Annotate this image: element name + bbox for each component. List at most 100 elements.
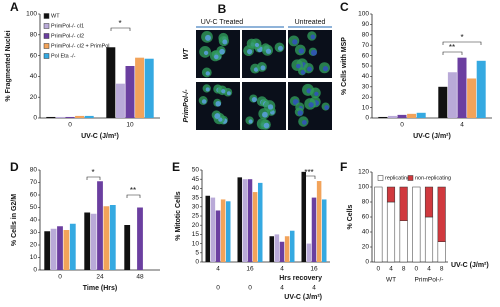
bar [75,115,85,118]
nucleus [262,111,268,118]
y-tick-label: 30 [192,204,200,211]
x-axis-label: Time (Hrs) [83,285,118,292]
bar [457,57,467,118]
bar [397,114,407,118]
bar [306,243,312,262]
nucleus [277,45,283,51]
x-axis-label: UV-C (J/m²) [413,133,451,140]
y-tick-label: 70 [362,42,370,49]
chart: E% Mitotic Cells051015202530354045504016… [172,160,330,301]
x-tick-label: 0 [58,274,62,281]
bar-segment [424,186,434,218]
legend-swatch [43,13,50,19]
bar-segment [424,216,434,263]
bar [387,115,397,118]
bar [438,86,448,118]
significance-bracket [86,176,101,180]
panel-label: E [172,160,180,174]
nucleus [221,89,226,94]
nucleus [310,34,316,40]
bar [115,83,125,118]
x-tick-label: 0 [248,285,252,292]
bar [476,60,486,118]
bar [109,205,116,270]
nucleus [203,50,209,56]
y-tick-label: 40 [362,229,370,236]
y-tick-label: 0 [365,259,369,266]
chart: D % Cells in G2/M 0 10 20 30 40 50 60 70 80 0 24 48 Ti… [10,160,160,292]
y-tick-label: 0 [33,267,37,274]
y-tick-label: 100 [358,11,369,18]
nucleus [205,71,211,76]
bar-segment [399,186,408,221]
legend-label: PrimPol-/- cl2 + PrimPol [51,43,110,49]
y-tick-label: 20 [30,94,38,101]
bar [144,58,154,118]
nucleus [215,101,222,107]
y-tick-label: 40 [30,217,38,224]
nucleus [265,48,272,54]
bar [97,181,103,270]
y-tick-label: 30 [30,229,38,236]
x-tick-label: 16 [310,266,318,273]
bar [50,228,57,270]
bar [289,230,295,262]
nucleus [324,105,330,110]
legend-swatch [377,175,384,181]
bar [103,206,110,270]
bar [215,210,221,262]
significance-bracket [442,41,482,45]
panel-label: F [340,160,347,174]
bar [65,116,75,118]
x-tick-label: 0 [216,285,220,292]
x-tick-label: 8 [402,266,406,273]
nucleus [219,48,225,55]
y-tick-label: 25 [192,213,200,220]
nucleus [310,49,317,56]
y-tick-label: 80 [30,167,38,174]
x-tick-label: 4 [389,266,393,273]
legend-swatch [43,23,50,29]
bar [63,230,70,270]
y-tick-label: 20 [192,222,200,229]
y-tick-label: 50 [192,167,200,174]
nucleus [205,87,210,92]
bar-segment [412,186,421,263]
x-tick-label: 0 [68,122,72,129]
y-tick-label: 80 [362,32,370,39]
y-tick-label: 40 [30,73,38,80]
column-header: Untreated [295,19,326,26]
y-tick-label: 30 [362,84,370,91]
y-axis-label: % Fragmented Nuclei [5,30,12,101]
row-header: PrimPol-/- [183,89,190,123]
bar [416,112,426,118]
bar [124,225,131,270]
significance-bracket [302,175,316,179]
x-tick-label: 8 [440,266,444,273]
legend-label: replicating [385,175,410,181]
y-tick-label: 60 [362,214,370,221]
y-axis-label: % Cells [347,204,354,229]
nucleus [201,99,207,104]
chart: C % Cells with MSP 0 10 20 30 40 50 60 70 80 90 100 0… [340,0,492,140]
nucleus [300,69,306,75]
bar [467,78,477,118]
nucleus [214,113,221,120]
panel-label: B [218,2,227,16]
nucleus [246,49,253,55]
significance-label: ** [449,43,455,52]
x-tick-label: 4 [460,122,464,129]
y-tick-label: 0 [365,115,369,122]
legend-label: Pol Eta -/- [51,53,76,59]
bar [55,116,65,118]
y-tick-label: 20 [362,244,370,251]
nucleus [222,39,228,45]
bar [274,234,280,262]
nucleus [307,66,312,72]
significance-label: ** [130,186,136,195]
x-tick-label: 4 [312,285,316,292]
bar [242,179,248,262]
bar [301,171,307,262]
nucleus [263,122,270,129]
